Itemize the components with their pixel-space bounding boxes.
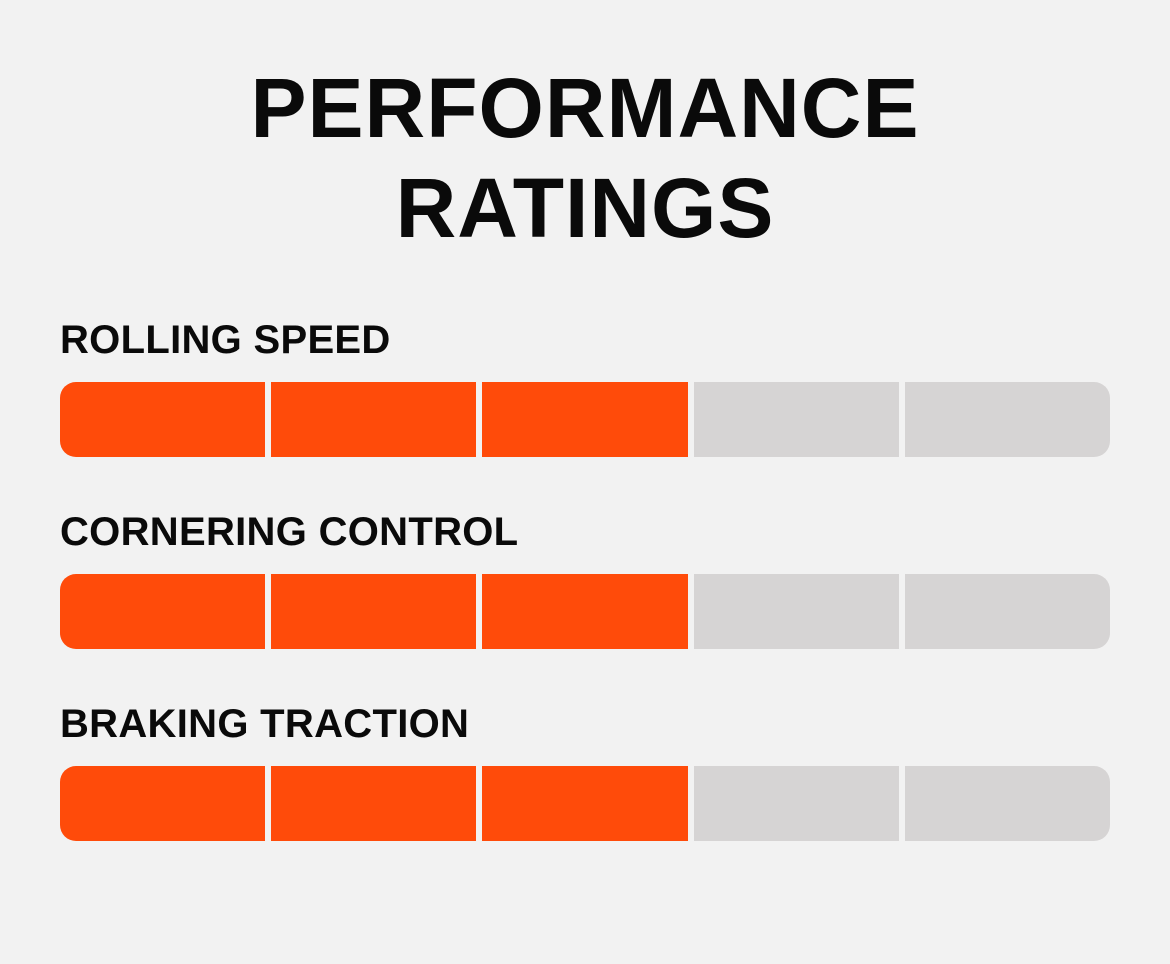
- rating-bar-cornering-control: [60, 574, 1110, 649]
- rating-segment-filled: [60, 574, 266, 649]
- page-title-line-1: PERFORMANCE: [250, 61, 920, 155]
- rating-segment-empty: [904, 382, 1110, 457]
- rating-label-rolling-speed: ROLLING SPEED: [60, 318, 391, 362]
- rating-segment-filled: [271, 574, 477, 649]
- rating-segment-filled: [60, 382, 266, 457]
- rating-segment-filled: [60, 766, 266, 841]
- page-title: PERFORMANCE RATINGS: [0, 58, 1170, 258]
- rating-label-cornering-control: CORNERING CONTROL: [60, 510, 519, 554]
- rating-segment-empty: [693, 382, 899, 457]
- rating-bar-braking-traction: [60, 766, 1110, 841]
- rating-cornering-control: CORNERING CONTROL: [60, 510, 1110, 649]
- rating-rolling-speed: ROLLING SPEED: [60, 318, 1110, 457]
- rating-braking-traction: BRAKING TRACTION: [60, 702, 1110, 841]
- page-title-line-2: RATINGS: [395, 161, 775, 255]
- rating-segment-filled: [271, 382, 477, 457]
- rating-segment-empty: [693, 574, 899, 649]
- rating-segment-filled: [271, 766, 477, 841]
- rating-segment-filled: [482, 382, 688, 457]
- rating-label-braking-traction: BRAKING TRACTION: [60, 702, 470, 746]
- rating-segment-empty: [904, 766, 1110, 841]
- rating-bar-rolling-speed: [60, 382, 1110, 457]
- rating-segment-filled: [482, 766, 688, 841]
- rating-segment-empty: [904, 574, 1110, 649]
- rating-segment-filled: [482, 574, 688, 649]
- rating-segment-empty: [693, 766, 899, 841]
